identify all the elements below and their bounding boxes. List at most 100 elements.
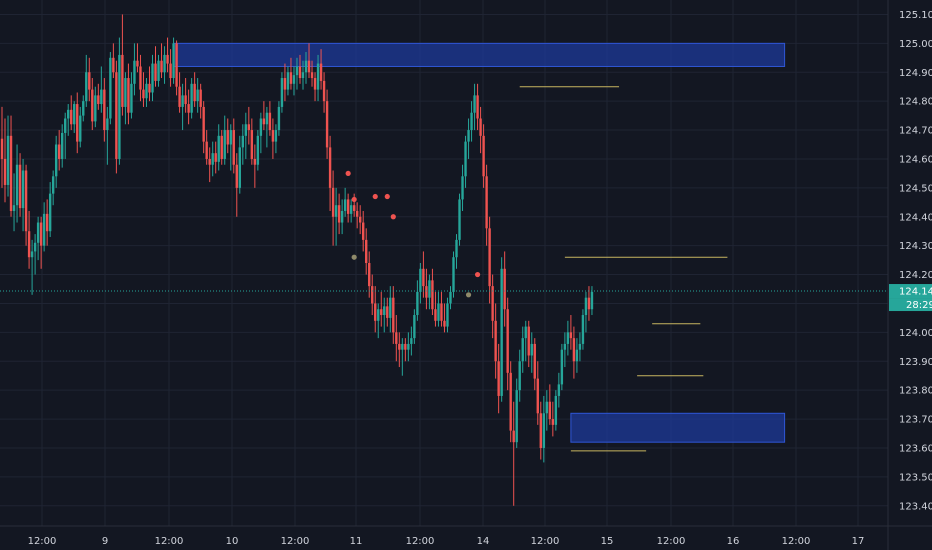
y-tick-label: 124.500 [899, 183, 932, 194]
candle-body [199, 89, 202, 107]
candle-body [491, 286, 494, 321]
candle-body [437, 303, 440, 321]
y-tick-label: 124.800 [899, 97, 932, 108]
candle-body [148, 83, 151, 93]
candle-body [313, 78, 317, 90]
candle-body [208, 158, 211, 165]
candle-body [446, 303, 449, 327]
candle-body [24, 170, 28, 232]
candle-body [398, 343, 401, 350]
candle-body [172, 43, 175, 79]
candle-body [265, 112, 269, 125]
candle-body [368, 263, 371, 287]
candle-body [467, 130, 470, 142]
candle-body [175, 43, 178, 87]
candle-body [515, 390, 518, 443]
candle-body [482, 135, 485, 177]
signal-marker [345, 170, 351, 177]
candle-body [449, 291, 452, 304]
candle-body [500, 268, 503, 396]
candle-body [109, 57, 112, 119]
candle-body [12, 205, 16, 211]
candle-body [36, 222, 40, 243]
candle-body [283, 78, 287, 90]
candle-body [196, 89, 199, 102]
candle-body [560, 349, 564, 385]
candle-body [154, 63, 157, 81]
candle-body [419, 268, 422, 292]
y-tick-label: 124.300 [899, 241, 932, 252]
candle-body [425, 286, 428, 298]
candle-body [331, 187, 335, 217]
candle-body [581, 315, 585, 344]
candle-body [337, 205, 341, 223]
candle-body [217, 135, 220, 162]
signal-marker [372, 193, 378, 200]
candle-body [422, 268, 425, 287]
candle-body [524, 326, 527, 339]
candle-body [61, 132, 64, 159]
countdown-label: 28:29 [906, 300, 932, 311]
candle-body [355, 210, 359, 217]
current-price-badge: 124.143 28:29 [889, 284, 932, 312]
y-tick-label: 123.800 [899, 386, 932, 397]
candle-body [584, 297, 588, 316]
candle-body [48, 193, 52, 232]
candle-body [121, 54, 124, 107]
candle-body [512, 430, 515, 443]
candle-body [572, 338, 576, 362]
candle-body [241, 135, 244, 148]
candle-body [304, 60, 308, 73]
candle-body [343, 199, 347, 211]
candle-body [160, 60, 163, 73]
supply-zone [173, 42, 786, 67]
candle-body [587, 297, 591, 310]
candle-body [316, 63, 320, 90]
y-tick-label: 125.000 [899, 39, 932, 50]
candle-body [389, 297, 392, 318]
x-tick-label: 11 [350, 536, 363, 547]
candle-body [301, 72, 305, 79]
candle-body [280, 78, 284, 107]
candle-body [27, 231, 31, 258]
y-tick-label: 124.000 [899, 328, 932, 339]
candle-body [377, 309, 380, 321]
signal-marker [474, 271, 481, 278]
candle-body [85, 72, 88, 102]
x-tick-label: 12:00 [28, 536, 57, 547]
candle-body [139, 66, 142, 90]
candle-body [127, 78, 130, 113]
x-tick-label: 15 [601, 536, 614, 547]
candle-body [551, 419, 555, 425]
candle-body [383, 306, 386, 316]
candle-body [145, 83, 148, 99]
candle-body [73, 104, 76, 125]
candle-body [521, 338, 524, 362]
candle-body [413, 315, 416, 339]
candle-body [545, 401, 549, 414]
x-tick-label: 12:00 [281, 536, 310, 547]
candle-body [440, 303, 443, 321]
candle-body [235, 164, 238, 188]
candle-body [184, 95, 187, 105]
candle-body [187, 104, 190, 113]
candle-body [548, 401, 552, 420]
candle-body [365, 239, 368, 263]
candle-body [100, 89, 103, 105]
candle-body [253, 158, 257, 165]
candle-body [178, 86, 181, 107]
candle-body [578, 343, 582, 350]
candle-body [476, 95, 479, 119]
candle-body [262, 118, 266, 125]
candle-body [542, 413, 545, 448]
signal-marker [465, 292, 472, 298]
candle-body [569, 332, 573, 339]
candle-body [295, 66, 299, 76]
candle-body [470, 112, 473, 131]
y-tick-label: 124.400 [899, 212, 932, 223]
candle-body [518, 361, 521, 391]
candle-body [346, 199, 350, 214]
